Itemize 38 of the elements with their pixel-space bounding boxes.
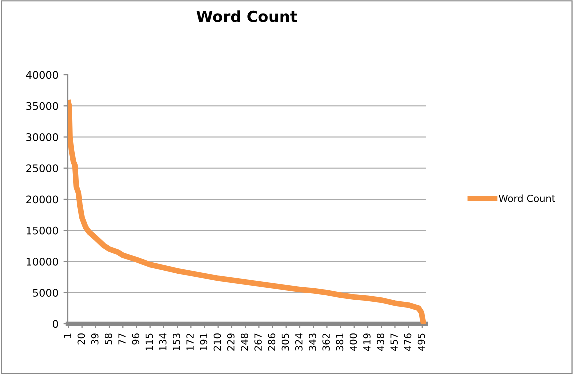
- y-tick-label: 20000: [26, 196, 58, 204]
- x-tick-label: 77: [118, 334, 126, 345]
- x-tick-label: 96: [132, 334, 140, 345]
- x-tick-label: 20: [78, 334, 86, 345]
- x-tick-label: 362: [322, 334, 330, 351]
- y-tick-label: 30000: [26, 133, 58, 142]
- x-tick-label: 191: [200, 334, 208, 351]
- x-tick-label: 381: [336, 334, 344, 351]
- x-tick-label: 210: [214, 334, 222, 351]
- y-tick-label: 10000: [26, 258, 58, 266]
- x-tick-label: 419: [363, 334, 371, 352]
- y-tick-label: 0: [53, 320, 58, 328]
- x-tick-label: 343: [309, 334, 316, 351]
- x-tick-label: 134: [159, 334, 167, 351]
- x-tick-label: 476: [404, 334, 412, 352]
- x-tick-label: 324: [295, 334, 303, 351]
- legend-label: Word Count: [499, 194, 556, 202]
- x-tick-label: 267: [254, 334, 262, 351]
- y-tick-label: 35000: [26, 102, 58, 110]
- y-tick-label: 15000: [26, 226, 58, 235]
- x-tick-label: 1: [64, 334, 72, 338]
- x-tick-label: 495: [418, 334, 426, 352]
- x-tick-label: 229: [227, 334, 235, 351]
- y-tick-label: 5000: [33, 289, 58, 297]
- x-tick-label: 438: [377, 334, 384, 352]
- x-tick-label: 115: [146, 334, 154, 351]
- x-tick-label: 39: [91, 334, 99, 345]
- x-tick-label: 153: [173, 334, 180, 351]
- x-tick-label: 457: [390, 334, 398, 352]
- x-tick-label: 248: [241, 334, 248, 351]
- x-tick-label: 286: [268, 334, 276, 351]
- x-tick-label: 400: [350, 334, 358, 352]
- x-tick-label: 172: [186, 334, 194, 351]
- x-tick-label: 305: [282, 334, 290, 351]
- x-tick-label: 58: [104, 334, 112, 345]
- y-tick-label: 25000: [26, 164, 58, 172]
- chart-title: Word Count: [196, 10, 298, 22]
- y-tick-label: 40000: [26, 71, 58, 80]
